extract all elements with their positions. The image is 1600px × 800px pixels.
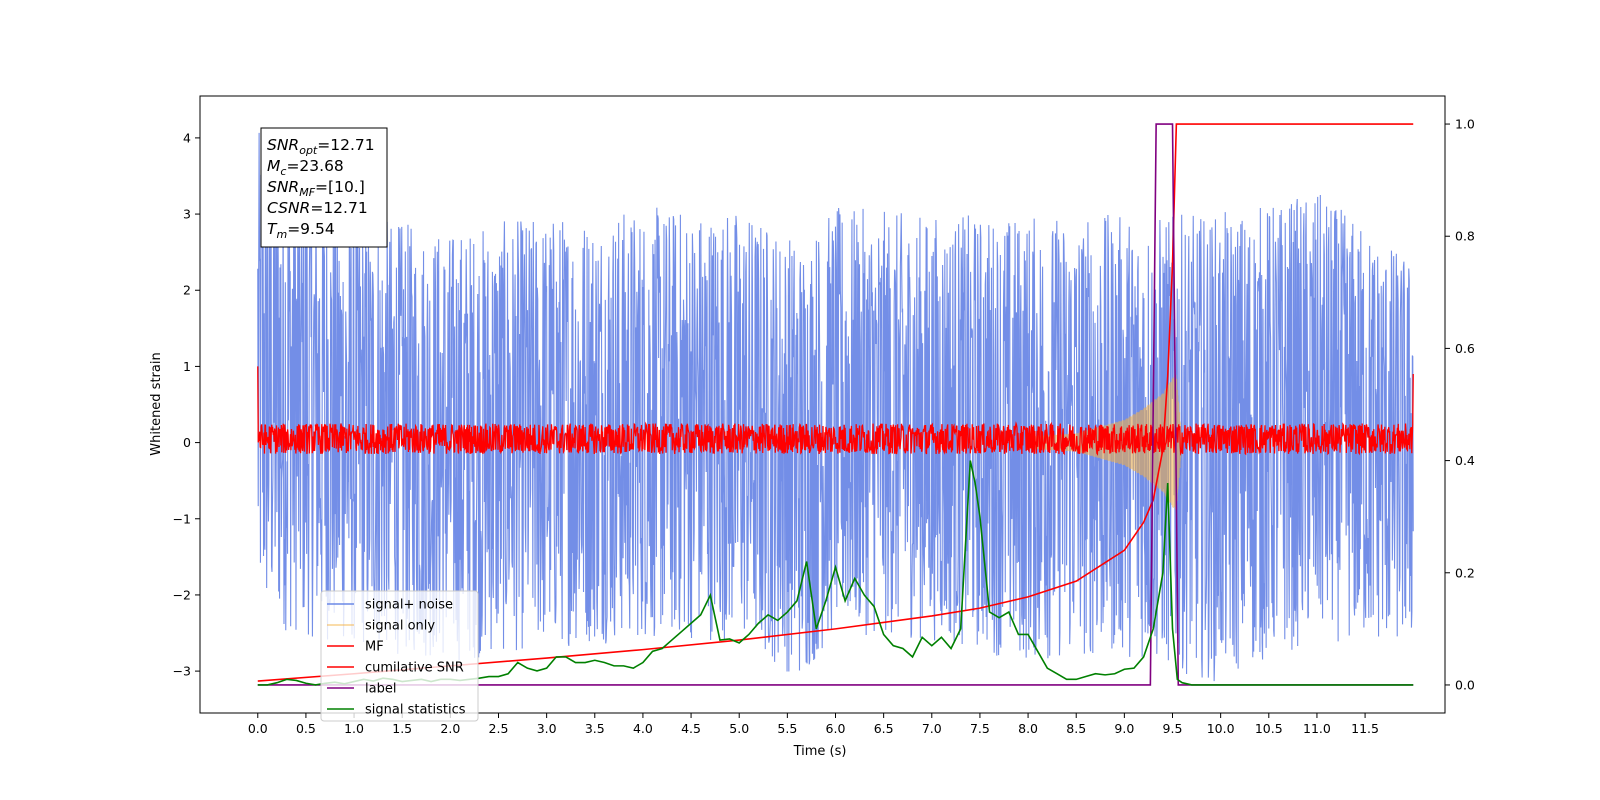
y-tick-label: −2 xyxy=(173,587,191,602)
annotation-subscript: MF xyxy=(299,186,315,199)
x-tick-label: 1.0 xyxy=(344,721,364,736)
y-tick-label: −1 xyxy=(173,511,191,526)
x-tick-label: 3.0 xyxy=(537,721,557,736)
annotation-symbol: M xyxy=(267,157,280,175)
annotation-symbol: CSNR xyxy=(267,199,310,217)
x-tick-label: 7.0 xyxy=(922,721,942,736)
annotation-text: SNRopt=12.71 Mc=23.68 SNRMF=[10.] CSNR=12.7… xyxy=(267,136,375,241)
annotation-value: =23.68 xyxy=(286,157,343,175)
x-tick-label: 10.0 xyxy=(1207,721,1235,736)
x-tick-label: 11.5 xyxy=(1351,721,1379,736)
x-tick-label: 4.5 xyxy=(681,721,701,736)
x-tick-label: 5.5 xyxy=(777,721,797,736)
y-axis-label: Whitened strain xyxy=(149,352,164,455)
x-tick-label: 7.5 xyxy=(970,721,990,736)
annotation-symbol: T xyxy=(267,220,278,238)
annotation-symbol: SNR xyxy=(267,136,299,154)
y-tick-label: 2 xyxy=(183,283,191,298)
y2-tick-label: 1.0 xyxy=(1455,117,1475,132)
x-tick-label: 3.5 xyxy=(585,721,605,736)
y2-tick-label: 0.0 xyxy=(1455,677,1475,692)
annotation-value: =12.71 xyxy=(317,136,374,154)
x-tick-label: 9.5 xyxy=(1163,721,1183,736)
series-mf xyxy=(257,366,1414,456)
x-tick-label: 4.0 xyxy=(633,721,653,736)
x-tick-label: 8.5 xyxy=(1066,721,1086,736)
x-axis: 0.0 0.5 1.0 1.5 2.0 2.5 3.0 3.5 4.0 4.5 5.0 5.5 6.0 6… xyxy=(248,713,1379,736)
y-tick-label: 4 xyxy=(183,130,191,145)
x-tick-label: 0.0 xyxy=(248,721,268,736)
series-layer xyxy=(257,123,1414,686)
y2-tick-label: 0.8 xyxy=(1455,229,1475,244)
x-axis-label: Time (s) xyxy=(793,744,847,759)
y-tick-label: 0 xyxy=(183,435,191,450)
x-tick-label: 9.0 xyxy=(1114,721,1134,736)
x-tick-label: 6.0 xyxy=(826,721,846,736)
plot-frame xyxy=(199,95,1446,714)
y-tick-label: 3 xyxy=(183,207,191,222)
annotation-value: =[10.] xyxy=(315,178,365,196)
annotation-value: =9.54 xyxy=(287,220,335,238)
legend-label-signal-statistics: signal statistics xyxy=(365,703,466,718)
legend: signal+ noise signal only MF cumilative SNR… xyxy=(320,590,479,722)
y2-tick-label: 0.6 xyxy=(1455,341,1475,356)
annotation-subscript: m xyxy=(276,228,287,241)
x-tick-label: 8.0 xyxy=(1018,721,1038,736)
legend-label-signal-only: signal only xyxy=(365,619,435,634)
annotation-box: SNRopt=12.71 Mc=23.68 SNRMF=[10.] CSNR=12.7… xyxy=(260,127,388,248)
x-tick-label: 2.5 xyxy=(489,721,509,736)
annotation-subscript: opt xyxy=(299,144,318,157)
x-tick-label: 1.5 xyxy=(392,721,412,736)
y2-tick-label: 0.2 xyxy=(1455,565,1475,580)
y-tick-label: 1 xyxy=(183,359,191,374)
x-tick-label: 0.5 xyxy=(296,721,316,736)
legend-label-cumilative-snr: cumilative SNR xyxy=(365,661,464,676)
annotation-symbol: SNR xyxy=(267,178,299,196)
y-tick-label: −3 xyxy=(173,664,191,679)
y-axis-left: −3 −2 −1 0 1 2 3 4 xyxy=(173,130,200,679)
legend-label-mf: MF xyxy=(365,640,384,655)
annotation-value: =12.71 xyxy=(310,199,367,217)
series-signal-noise xyxy=(257,132,1414,682)
x-tick-label: 2.0 xyxy=(440,721,460,736)
annotation-subscript: c xyxy=(280,165,286,178)
y-axis-right: 0.0 0.2 0.4 0.6 0.8 1.0 xyxy=(1445,117,1475,692)
x-tick-label: 6.5 xyxy=(874,721,894,736)
x-tick-label: 5.0 xyxy=(729,721,749,736)
legend-label-signal-noise: signal+ noise xyxy=(365,598,453,613)
y2-tick-label: 0.4 xyxy=(1455,453,1475,468)
x-tick-label: 10.5 xyxy=(1255,721,1283,736)
legend-label-label: label xyxy=(365,682,396,697)
x-tick-label: 11.0 xyxy=(1303,721,1331,736)
